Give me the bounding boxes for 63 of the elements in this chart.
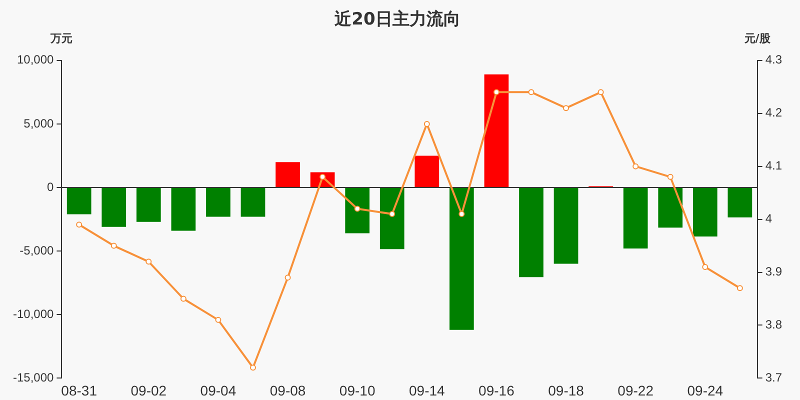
y-axis-title: 万元 — [50, 32, 73, 45]
bar — [692, 188, 718, 236]
point — [528, 89, 534, 96]
y2-tick-label: 4.2 — [765, 106, 782, 120]
point — [667, 174, 674, 180]
point — [736, 285, 743, 292]
point — [250, 364, 256, 371]
x-tick-label: 09-02 — [130, 382, 167, 398]
chart-title: 近20日主力流向 — [334, 10, 460, 30]
y2-tick-label: 3.7 — [765, 370, 782, 385]
bar — [414, 156, 440, 188]
y-tick-label: 5,000 — [24, 116, 54, 130]
bar — [171, 188, 196, 231]
bar — [519, 188, 544, 278]
bar — [450, 188, 474, 330]
point — [146, 258, 152, 265]
bar — [345, 188, 370, 234]
bar — [66, 188, 92, 214]
point — [76, 222, 82, 228]
bar — [240, 188, 266, 217]
y-tick-label: -10,000 — [12, 306, 54, 321]
bar — [102, 188, 126, 227]
y2-tick-label: 4 — [765, 212, 772, 226]
y-tick-label: 0 — [47, 180, 54, 194]
y2-tick-label: 4.3 — [765, 52, 782, 67]
y-tick-label: -5,000 — [20, 243, 54, 258]
point — [389, 211, 396, 218]
point — [458, 211, 465, 218]
point — [284, 274, 291, 281]
point — [563, 105, 570, 112]
x-tick-label: 09-14 — [408, 382, 446, 398]
point — [180, 296, 186, 302]
point — [493, 89, 500, 96]
bar — [623, 188, 648, 249]
x-tick-label: 09-08 — [270, 382, 306, 398]
y2-tick-label: 3.9 — [765, 264, 782, 279]
bar — [728, 188, 752, 218]
point — [354, 206, 360, 212]
x-tick-label: 09-18 — [548, 382, 584, 398]
y2-tick-label: 4.1 — [765, 158, 782, 173]
x-tick-label: 09-24 — [687, 382, 724, 398]
point — [598, 89, 604, 96]
x-tick-label: 09-10 — [339, 382, 376, 398]
point — [632, 163, 639, 170]
y-tick-label: 10,000 — [16, 52, 54, 67]
bar — [484, 74, 509, 188]
bar — [206, 188, 230, 217]
y2-tick-label: 3.8 — [765, 318, 782, 332]
x-tick-label: 09-22 — [618, 382, 654, 398]
bar — [136, 188, 161, 222]
x-tick-label: 09-04 — [200, 382, 236, 398]
y-tick-label: -15,000 — [12, 370, 54, 385]
point — [110, 242, 117, 249]
bar — [276, 162, 300, 188]
point — [215, 316, 222, 323]
bar — [554, 188, 578, 264]
y2-axis-title: 元/股 — [743, 32, 772, 45]
point — [702, 264, 708, 270]
point — [424, 120, 430, 127]
x-tick-label: 09-16 — [478, 382, 515, 398]
bar — [380, 188, 404, 250]
bar — [658, 188, 683, 228]
x-tick-label: 08-31 — [61, 382, 98, 398]
